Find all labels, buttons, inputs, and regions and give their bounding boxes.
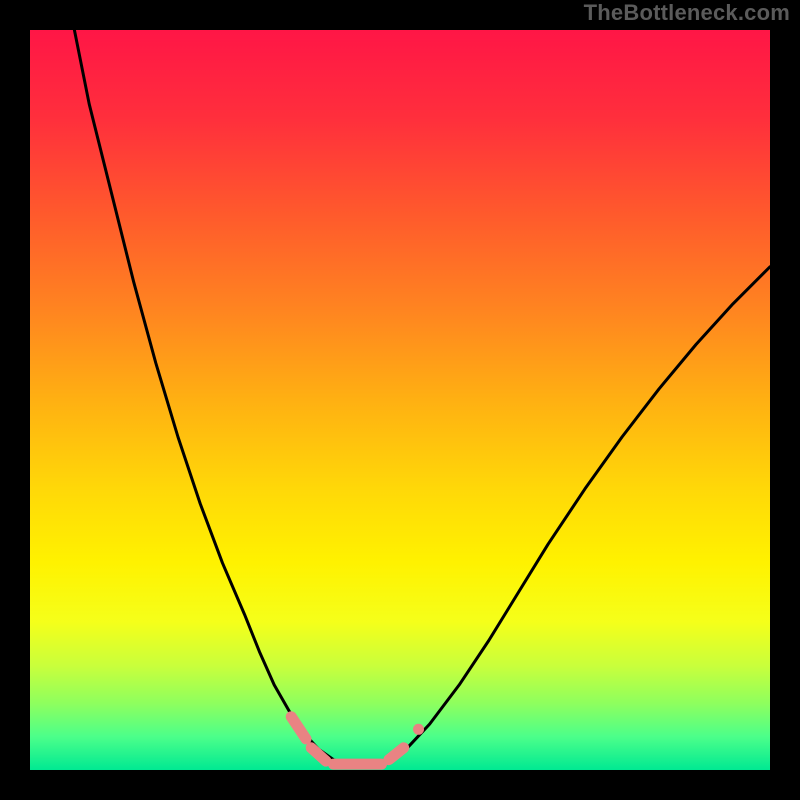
overlay-dot (413, 724, 424, 735)
plot-area (30, 30, 770, 770)
outer-frame: TheBottleneck.com (0, 0, 800, 800)
gradient-background (30, 30, 770, 770)
chart-svg (30, 30, 770, 770)
watermark-text: TheBottleneck.com (584, 0, 790, 26)
